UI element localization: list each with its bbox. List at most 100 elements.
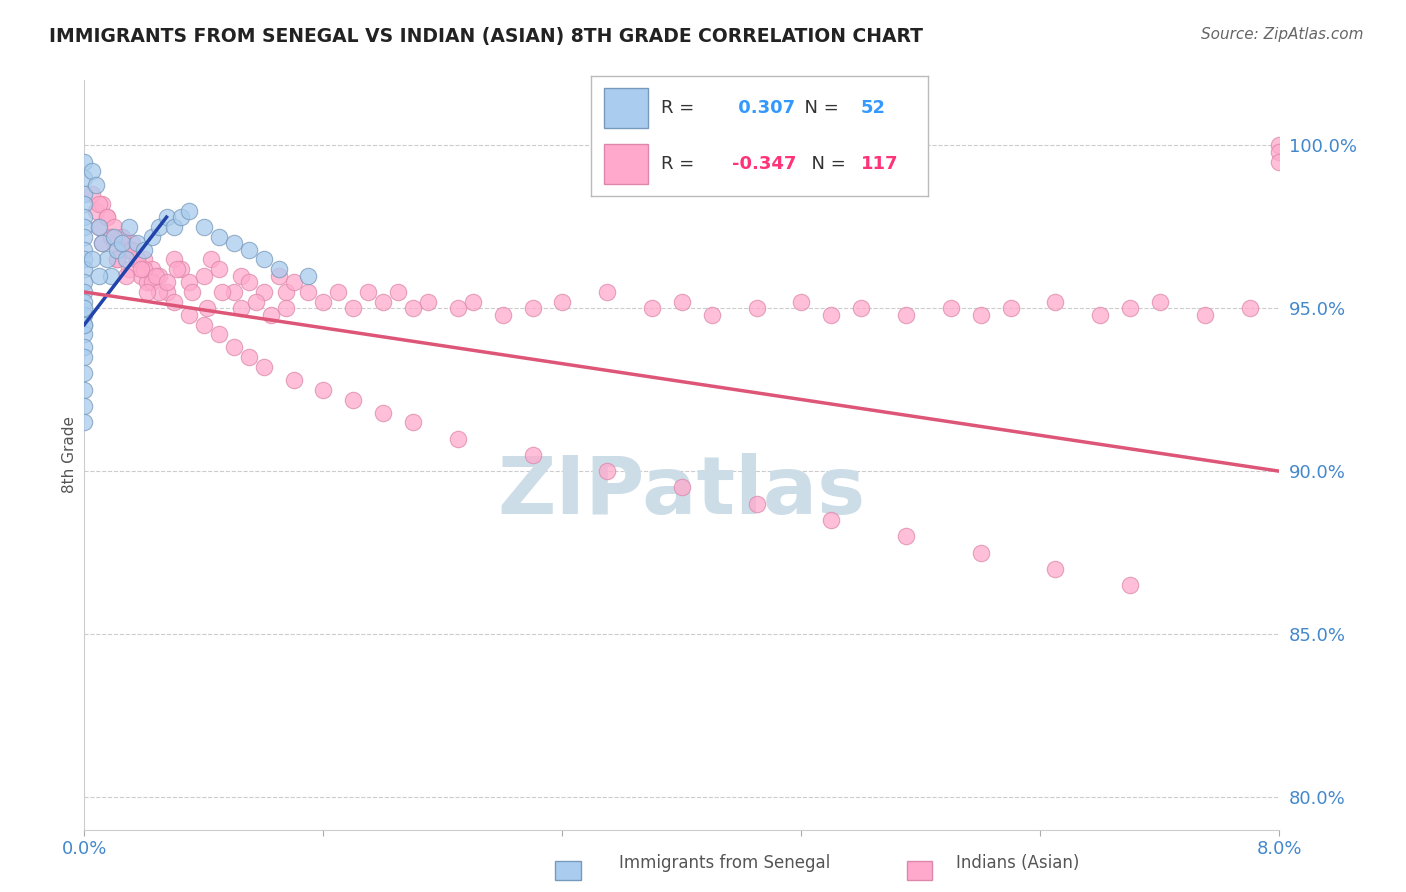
Text: Indians (Asian): Indians (Asian) <box>956 855 1080 872</box>
Point <box>73 187 96 202</box>
Point <box>851 301 873 316</box>
Point <box>100 229 122 244</box>
Point <box>260 308 283 322</box>
Point <box>115 252 138 267</box>
Point <box>170 262 193 277</box>
Point <box>115 243 138 257</box>
Point <box>790 294 813 309</box>
Point <box>700 308 723 322</box>
Point <box>274 301 297 316</box>
Point <box>1268 154 1291 169</box>
Point <box>73 318 96 332</box>
Point <box>342 392 364 407</box>
Text: IMMIGRANTS FROM SENEGAL VS INDIAN (ASIAN) 8TH GRADE CORRELATION CHART: IMMIGRANTS FROM SENEGAL VS INDIAN (ASIAN… <box>49 27 924 45</box>
Point <box>328 285 350 299</box>
Point <box>522 448 544 462</box>
Point <box>73 367 96 381</box>
Point <box>193 268 215 283</box>
Point <box>970 308 993 322</box>
Point <box>111 229 134 244</box>
Point <box>73 399 96 413</box>
Point <box>105 252 128 267</box>
Point <box>641 301 664 316</box>
Point <box>166 262 188 277</box>
Point <box>447 301 470 316</box>
Point <box>745 497 768 511</box>
Point <box>73 252 96 267</box>
Point <box>283 373 305 387</box>
Point <box>73 318 96 332</box>
Point <box>939 301 962 316</box>
Point <box>80 164 103 178</box>
Point <box>1194 308 1216 322</box>
Point <box>312 383 335 397</box>
Point <box>89 219 111 234</box>
Point <box>73 301 96 316</box>
Point <box>596 464 619 478</box>
Point <box>86 178 108 192</box>
Point <box>100 268 122 283</box>
Point <box>231 268 253 283</box>
Point <box>253 285 276 299</box>
Point <box>551 294 574 309</box>
Point <box>73 294 96 309</box>
Point <box>387 285 409 299</box>
Point <box>91 197 114 211</box>
Point <box>193 219 215 234</box>
Point <box>671 481 693 495</box>
Point <box>73 327 96 342</box>
Point <box>89 268 111 283</box>
Point <box>245 294 267 309</box>
Point <box>297 285 319 299</box>
Point <box>73 383 96 397</box>
Point <box>73 285 96 299</box>
Bar <box>605 87 648 128</box>
Point <box>222 236 245 251</box>
Point <box>145 268 167 283</box>
Point <box>461 294 484 309</box>
Point <box>100 229 122 244</box>
Point <box>1045 294 1067 309</box>
Point <box>73 210 96 224</box>
Point <box>91 236 114 251</box>
Point <box>373 406 395 420</box>
Point <box>125 252 148 267</box>
Point <box>238 275 260 289</box>
Text: R =: R = <box>661 99 700 118</box>
Point <box>73 308 96 322</box>
Text: -0.347: -0.347 <box>733 154 797 173</box>
Point <box>141 229 163 244</box>
Point <box>231 301 253 316</box>
Point <box>177 308 200 322</box>
Text: 117: 117 <box>860 154 898 173</box>
Point <box>357 285 380 299</box>
Point <box>193 318 215 332</box>
Point <box>141 262 163 277</box>
Point <box>73 262 96 277</box>
Point <box>118 219 141 234</box>
Point <box>253 252 276 267</box>
Point <box>73 229 96 244</box>
Point <box>73 154 96 169</box>
Point <box>745 301 768 316</box>
Point <box>86 203 108 218</box>
Point <box>163 219 186 234</box>
Point <box>89 219 111 234</box>
Point <box>155 285 177 299</box>
Point <box>1268 145 1291 159</box>
Point <box>342 301 364 316</box>
Point <box>132 252 156 267</box>
Point <box>222 340 245 354</box>
Point <box>155 275 177 289</box>
Point <box>1090 308 1112 322</box>
Point <box>148 285 170 299</box>
Point <box>141 275 163 289</box>
Point <box>73 340 96 354</box>
Point <box>1119 301 1142 316</box>
Text: Immigrants from Senegal: Immigrants from Senegal <box>619 855 830 872</box>
Point <box>80 252 103 267</box>
Point <box>181 285 204 299</box>
Point <box>125 252 148 267</box>
Text: ZIPatlas: ZIPatlas <box>498 453 866 532</box>
Point <box>1000 301 1022 316</box>
